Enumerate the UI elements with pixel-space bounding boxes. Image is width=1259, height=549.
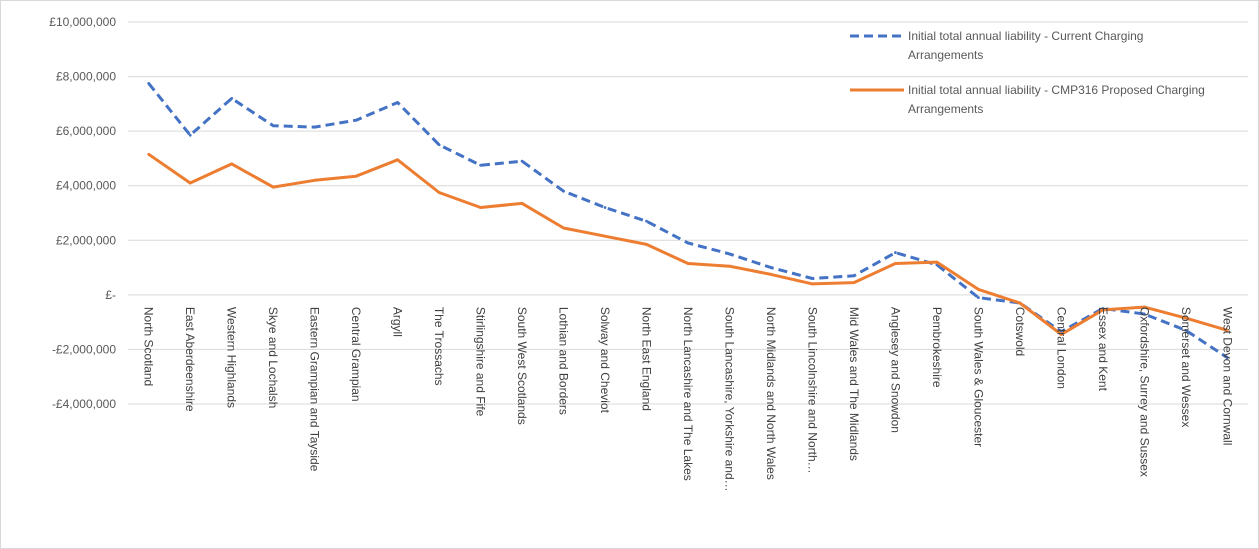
x-tick-label: Eastern Grampian and Tayside xyxy=(308,307,322,472)
x-tick-label: North East England xyxy=(640,307,654,411)
data-point xyxy=(894,251,897,254)
data-point xyxy=(686,262,690,265)
data-point xyxy=(1184,316,1188,320)
y-tick-label: £10,000,000 xyxy=(49,15,116,29)
data-point xyxy=(562,226,565,230)
y-tick-label: £8,000,000 xyxy=(56,70,116,84)
data-point xyxy=(935,260,939,264)
data-point xyxy=(811,277,814,280)
x-tick-label: Essex and Kent xyxy=(1096,307,1110,392)
y-tick-label: £- xyxy=(105,288,116,302)
x-tick-label: Anglesey and Snowdon xyxy=(888,307,902,433)
data-point xyxy=(437,191,441,194)
x-tick-label: Skye and Lochalsh xyxy=(266,307,280,408)
data-point xyxy=(1225,328,1229,332)
data-point xyxy=(894,262,897,265)
data-point xyxy=(1225,356,1229,360)
data-point xyxy=(147,152,151,156)
x-tick-label: Central London xyxy=(1054,307,1068,389)
x-tick-label: Cotswold xyxy=(1013,307,1027,356)
data-point xyxy=(230,97,234,100)
x-tick-label: North Lancashire and The Lakes xyxy=(681,307,695,481)
x-tick-label: South Lancashire, Yorkshire and… xyxy=(722,307,736,492)
x-tick-label: The Trossachs xyxy=(432,307,446,386)
y-tick-label: £4,000,000 xyxy=(56,179,116,193)
data-point xyxy=(479,163,482,167)
data-point xyxy=(271,185,275,189)
data-point xyxy=(147,81,151,85)
y-tick-label: £2,000,000 xyxy=(56,233,116,247)
data-point xyxy=(1059,333,1063,336)
data-point xyxy=(645,219,648,223)
data-point xyxy=(479,206,482,209)
x-tick-label: North Scotland xyxy=(142,307,156,386)
data-point xyxy=(396,158,400,162)
x-tick-label: Argyll xyxy=(391,307,405,337)
data-point xyxy=(520,159,524,163)
data-point xyxy=(188,133,192,137)
data-point xyxy=(603,234,607,238)
data-point xyxy=(313,178,317,182)
data-point xyxy=(728,252,731,256)
x-tick-label: North Midlands and North Wales xyxy=(764,307,778,480)
data-point xyxy=(1142,305,1146,309)
data-point xyxy=(396,101,400,104)
data-point xyxy=(976,288,980,291)
x-tick-label: Western Highlands xyxy=(225,307,239,408)
x-tick-label: Oxfordshire, Surrey and Sussex xyxy=(1137,307,1151,477)
data-point xyxy=(230,162,234,166)
data-point xyxy=(603,206,607,209)
data-point xyxy=(1184,328,1188,332)
x-tick-label: West Devon and Cornwall xyxy=(1220,307,1234,446)
legend-label-1: Initial total annual liability - Current… xyxy=(908,29,1143,62)
data-point xyxy=(520,202,524,205)
x-tick-label: Mid Wales and The Midlands xyxy=(847,307,861,461)
data-point xyxy=(769,266,773,269)
data-point xyxy=(313,125,317,129)
data-point xyxy=(188,181,192,185)
data-point xyxy=(354,118,358,122)
x-tick-label: Stirlingshire and Fife xyxy=(474,307,488,417)
data-point xyxy=(437,143,441,147)
y-tick-label: -£2,000,000 xyxy=(52,342,116,356)
data-point xyxy=(271,124,275,128)
x-tick-label: South West Scotlands xyxy=(515,307,529,425)
data-point xyxy=(811,282,814,286)
x-tick-label: Central Grampian xyxy=(349,307,363,402)
x-tick-label: Solway and Cheviot xyxy=(598,307,612,414)
data-point xyxy=(852,281,856,284)
data-point xyxy=(645,242,648,246)
data-point xyxy=(354,174,358,178)
legend-label-2: Initial total annual liability - CMP316 … xyxy=(908,83,1205,116)
data-point xyxy=(1018,301,1022,305)
data-point xyxy=(562,189,565,193)
y-tick-label: £6,000,000 xyxy=(56,124,116,138)
x-tick-label: Pembrokeshire xyxy=(930,307,944,388)
x-tick-label: South Lincolnshire and North… xyxy=(805,307,819,474)
x-tick-label: Lothian and Borders xyxy=(557,307,571,415)
data-point xyxy=(976,296,980,299)
x-tick-label: Somerset and Wessex xyxy=(1179,307,1193,428)
data-point xyxy=(1101,308,1105,312)
data-point xyxy=(1142,312,1146,316)
x-tick-label: East Aberdeenshire xyxy=(183,307,197,412)
data-point xyxy=(769,272,773,276)
y-tick-label: -£4,000,000 xyxy=(52,397,116,411)
x-tick-label: South Wales & Gloucester xyxy=(971,307,985,447)
data-point xyxy=(728,264,731,268)
data-point xyxy=(686,241,690,245)
data-point xyxy=(852,274,856,278)
